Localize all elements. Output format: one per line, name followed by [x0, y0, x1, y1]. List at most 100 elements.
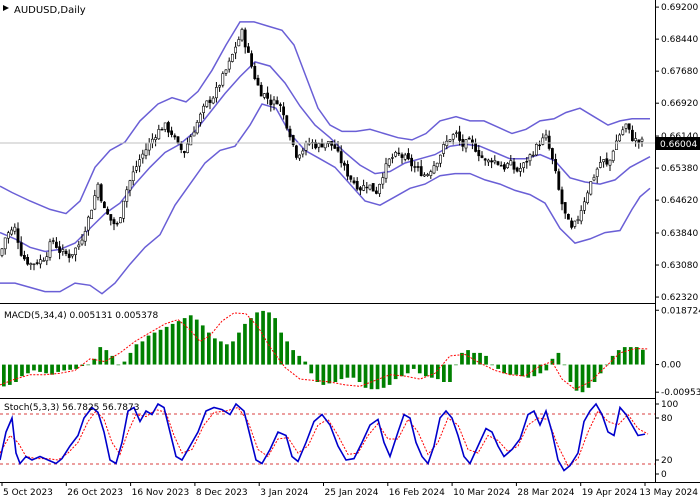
candle-body	[154, 137, 158, 141]
candle	[301, 147, 305, 158]
date-tick-label: 19 Apr 2024	[582, 488, 638, 498]
candle-body	[253, 66, 257, 80]
candle	[602, 159, 606, 168]
candle	[547, 130, 551, 151]
macd-bar	[249, 318, 253, 365]
candle-body	[378, 184, 382, 194]
candle	[29, 262, 33, 270]
candle-body	[624, 123, 628, 129]
macd-bar	[50, 364, 54, 375]
candle	[144, 143, 148, 160]
macd-bar	[526, 364, 531, 378]
macd-bar	[574, 364, 579, 391]
candle	[611, 149, 615, 163]
candle	[358, 186, 362, 195]
candle-body	[349, 175, 353, 180]
price-tick-label: 0.64620	[661, 196, 698, 206]
candle-body	[634, 138, 638, 142]
candle-body	[183, 151, 186, 154]
candle-body	[176, 136, 180, 144]
candle-body	[346, 164, 350, 177]
candle-body	[525, 161, 529, 163]
candle-body	[106, 208, 110, 215]
macd-bar	[472, 352, 476, 365]
candle-body	[282, 106, 286, 116]
candle-body	[291, 135, 295, 145]
candle	[83, 226, 87, 246]
candle	[157, 124, 161, 140]
macd-bar	[297, 355, 302, 365]
candle-body	[221, 73, 225, 86]
price-tick-label: 0.63080	[661, 261, 698, 271]
candle	[234, 42, 238, 60]
candle	[339, 145, 343, 168]
macd-bar	[514, 364, 519, 375]
candle	[253, 62, 257, 81]
macd-bar	[152, 332, 157, 365]
candle	[317, 142, 321, 153]
candle	[218, 84, 222, 92]
candle	[502, 162, 506, 172]
candle-body	[138, 159, 142, 167]
candle-body	[470, 139, 474, 144]
candle-body	[480, 155, 484, 158]
candle-body	[275, 100, 279, 105]
candle-body	[80, 239, 84, 245]
candle	[243, 27, 247, 54]
candle-body	[621, 129, 625, 135]
candle	[256, 74, 260, 86]
current-price-label: 0.66004	[660, 140, 697, 150]
candle	[422, 172, 426, 177]
candle	[269, 94, 273, 112]
date-tick-label: 5 Oct 2023	[3, 488, 53, 498]
candle	[490, 157, 494, 169]
price-tick-label: 0.69200	[661, 3, 698, 13]
candle-body	[227, 60, 231, 70]
candle	[250, 50, 254, 69]
macd-bar	[466, 350, 470, 365]
candle-body	[416, 166, 420, 168]
stoch-axis-ticks: 100 80 20 0	[655, 400, 678, 480]
candle-body	[518, 168, 522, 172]
macd-signal-line	[0, 312, 649, 390]
date-tick-label: 25 Jan 2024	[325, 488, 379, 498]
candle	[275, 96, 279, 105]
macd-bar	[219, 341, 223, 365]
candle-body	[314, 142, 318, 149]
candle	[589, 181, 593, 196]
macd-bar	[430, 364, 434, 378]
symbol-label: AUDUSD,Daily	[14, 5, 86, 16]
candle-body	[448, 139, 452, 142]
candle-body	[243, 29, 247, 48]
candle-body	[186, 143, 190, 153]
candle	[464, 139, 468, 153]
candle-body	[362, 185, 366, 191]
candle-body	[67, 253, 71, 258]
macd-bar	[448, 364, 452, 382]
stoch-tick-label: 0	[661, 470, 667, 480]
macd-bar	[213, 338, 217, 365]
candle	[167, 120, 170, 138]
candle	[298, 154, 302, 161]
macd-bar	[339, 364, 344, 380]
candle	[598, 156, 602, 169]
date-tick-label: 8 Dec 2023	[196, 488, 248, 498]
candle	[99, 183, 103, 203]
candle-body	[71, 254, 74, 257]
macd-bar	[200, 325, 205, 365]
candle	[221, 71, 225, 88]
candle-body	[502, 164, 506, 170]
candle-body	[630, 129, 634, 142]
macd-bar	[261, 310, 265, 365]
candle-body	[237, 39, 241, 47]
candle-body	[557, 171, 561, 190]
candle	[288, 125, 292, 141]
date-tick-label: 26 Oct 2023	[67, 488, 123, 498]
candle	[26, 254, 30, 266]
candle	[342, 160, 346, 171]
candle-body	[390, 157, 394, 159]
candle	[199, 112, 202, 127]
candle	[416, 161, 420, 172]
candle	[291, 134, 295, 147]
